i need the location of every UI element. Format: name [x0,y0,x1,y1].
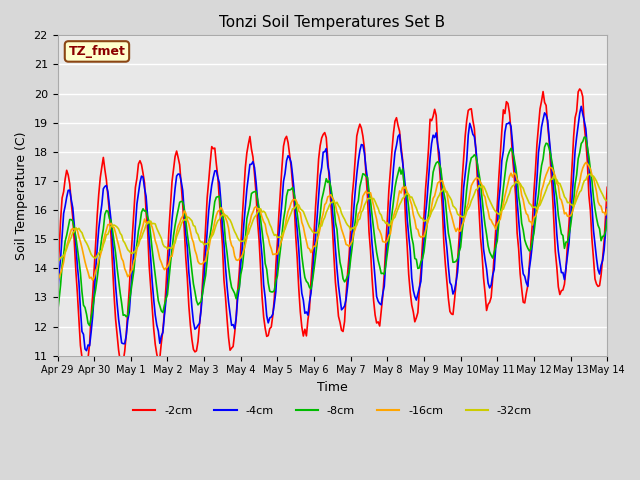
-8cm [538,163,545,168]
Line: -8cm: -8cm [58,137,607,325]
-8cm [580,134,588,140]
-2cm [79,369,87,375]
-32cm [69,230,77,236]
-8cm [368,213,376,218]
-32cm [536,202,544,208]
-4cm [387,199,394,205]
-32cm [397,199,405,205]
-4cm [538,124,545,130]
Line: -16cm: -16cm [58,163,607,281]
-16cm [367,190,374,196]
-32cm [156,232,164,238]
Line: -2cm: -2cm [58,89,607,372]
-8cm [387,227,394,233]
-8cm [86,323,93,328]
-16cm [582,160,589,166]
-4cm [54,294,61,300]
-16cm [69,226,77,231]
Line: -32cm: -32cm [58,174,607,261]
-2cm [54,270,61,276]
-32cm [54,258,61,264]
-4cm [577,104,585,109]
-32cm [367,195,374,201]
-2cm [538,98,545,104]
X-axis label: Time: Time [317,381,348,394]
-2cm [69,215,77,220]
-16cm [604,206,611,212]
-2cm [604,184,611,190]
-32cm [586,171,594,177]
-4cm [83,348,90,354]
-4cm [399,159,406,165]
-4cm [604,204,611,210]
-32cm [604,198,611,204]
-4cm [69,205,77,211]
-2cm [576,86,584,92]
-8cm [157,308,165,314]
-4cm [368,241,376,247]
-16cm [156,256,164,262]
-8cm [54,310,61,316]
-2cm [368,275,376,281]
Text: TZ_fmet: TZ_fmet [68,45,125,58]
-16cm [54,278,61,284]
Line: -4cm: -4cm [58,107,607,351]
-32cm [385,223,393,229]
-2cm [157,340,165,346]
-16cm [536,198,544,204]
-16cm [385,233,393,239]
-2cm [387,168,394,174]
-8cm [399,166,406,172]
-4cm [157,333,165,339]
Y-axis label: Soil Temperature (C): Soil Temperature (C) [15,131,28,260]
Legend: -2cm, -4cm, -8cm, -16cm, -32cm: -2cm, -4cm, -8cm, -16cm, -32cm [129,402,536,420]
Title: Tonzi Soil Temperatures Set B: Tonzi Soil Temperatures Set B [220,15,445,30]
-2cm [399,156,406,162]
-8cm [604,216,611,222]
-8cm [69,218,77,224]
-16cm [397,190,405,196]
